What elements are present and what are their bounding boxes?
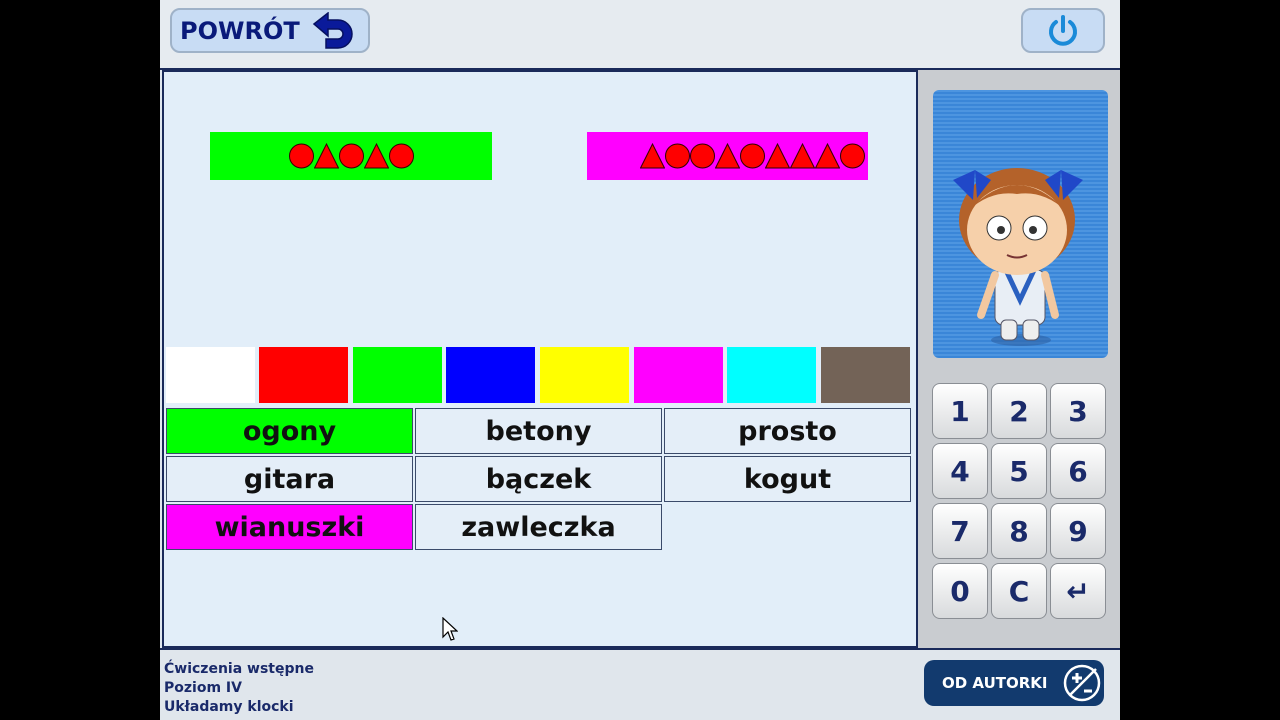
triangle-shape [715, 143, 740, 169]
digit-key-1[interactable]: 1 [932, 383, 988, 439]
power-button[interactable] [1021, 8, 1105, 53]
circle-shape [690, 143, 715, 169]
triangle-shape [815, 143, 840, 169]
exercise-title: Układamy klocki [164, 699, 294, 715]
back-label: POWRÓT [180, 16, 300, 45]
clear-key[interactable]: C [991, 563, 1047, 619]
level-label: Poziom IV [164, 680, 242, 696]
category-label: Ćwiczenia wstępne [164, 661, 314, 677]
triangle-shape [765, 143, 790, 169]
pattern-block-magenta[interactable] [587, 132, 868, 180]
color-swatch[interactable] [727, 347, 816, 403]
mouse-cursor-icon [442, 617, 458, 641]
girl-character-icon [953, 168, 1083, 346]
digit-key-6[interactable]: 6 [1050, 443, 1106, 499]
digit-key-7[interactable]: 7 [932, 503, 988, 559]
circle-shape [388, 143, 414, 169]
exercise-info: Ćwiczenia wstępne Poziom IV Układamy klo… [164, 660, 314, 717]
digit-key-9[interactable]: 9 [1050, 503, 1106, 559]
color-swatch[interactable] [353, 347, 442, 403]
pattern-block-green[interactable] [210, 132, 492, 180]
color-swatch[interactable] [634, 347, 723, 403]
word-tile[interactable]: wianuszki [166, 504, 413, 550]
triangle-shape [640, 143, 665, 169]
circle-shape [840, 143, 865, 169]
color-swatch[interactable] [540, 347, 629, 403]
footer-bar: Ćwiczenia wstępne Poziom IV Układamy klo… [160, 648, 1120, 720]
enter-key[interactable]: ↵ [1050, 563, 1106, 619]
digit-key-0[interactable]: 0 [932, 563, 988, 619]
word-tile[interactable]: bączek [415, 456, 662, 502]
word-tile[interactable]: kogut [664, 456, 911, 502]
word-tile[interactable]: zawleczka [415, 504, 662, 550]
color-swatch[interactable] [821, 347, 910, 403]
top-bar: POWRÓT [160, 0, 1120, 70]
back-button[interactable]: POWRÓT [170, 8, 370, 53]
side-panel: 1 2 3 4 5 6 7 8 9 0 C ↵ [918, 70, 1120, 648]
circle-shape [338, 143, 364, 169]
triangle-shape [363, 143, 389, 169]
word-tile[interactable]: ogony [166, 408, 413, 454]
triangle-shape [790, 143, 815, 169]
word-tile[interactable]: betony [415, 408, 662, 454]
author-label: OD AUTORKI [942, 674, 1048, 692]
app-window: POWRÓT ogony betony prosto gitara bączek kogu… [160, 0, 1120, 720]
color-swatch[interactable] [259, 347, 348, 403]
word-tile[interactable]: prosto [664, 408, 911, 454]
color-swatch[interactable] [166, 347, 255, 403]
digit-key-3[interactable]: 3 [1050, 383, 1106, 439]
digit-key-4[interactable]: 4 [932, 443, 988, 499]
circle-shape [665, 143, 690, 169]
circle-shape [288, 143, 314, 169]
character-illustration [933, 90, 1108, 358]
word-tile[interactable]: gitara [166, 456, 413, 502]
plus-minus-icon [1063, 664, 1100, 702]
color-swatch[interactable] [446, 347, 535, 403]
author-note-button[interactable]: OD AUTORKI [924, 660, 1104, 706]
digit-key-2[interactable]: 2 [991, 383, 1047, 439]
digit-key-5[interactable]: 5 [991, 443, 1047, 499]
digit-key-8[interactable]: 8 [991, 503, 1047, 559]
triangle-shape [313, 143, 339, 169]
undo-arrow-icon [312, 11, 353, 49]
power-icon [1049, 14, 1077, 46]
exercise-area: ogony betony prosto gitara bączek kogut wianus… [162, 70, 918, 648]
circle-shape [740, 143, 765, 169]
